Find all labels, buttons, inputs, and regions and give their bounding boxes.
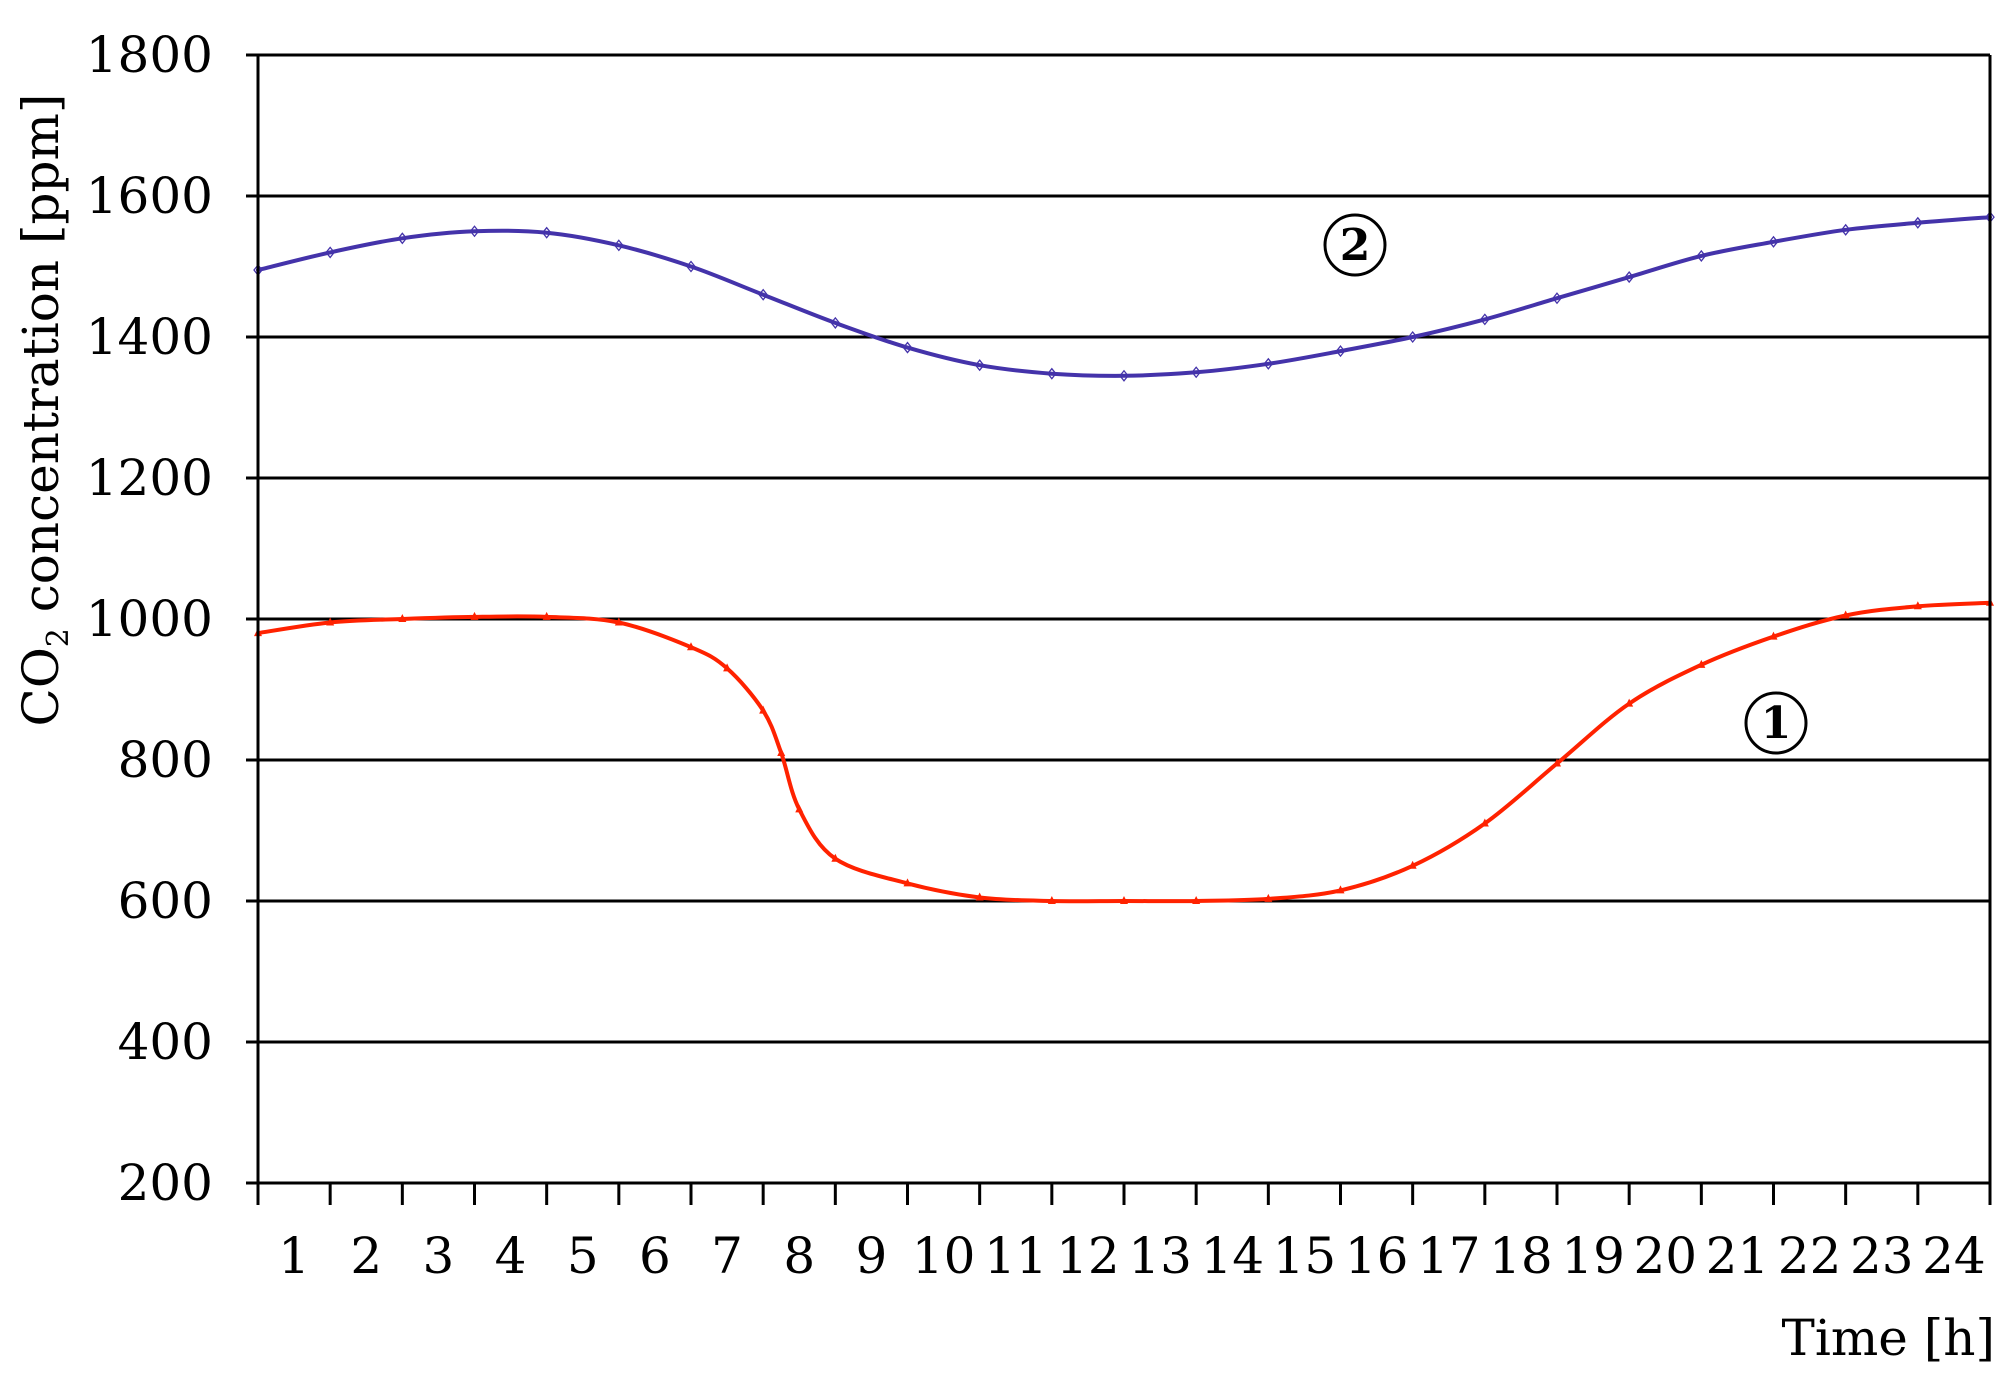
series-1-line — [256, 600, 1992, 904]
y-axis-title-subscript: 2 — [41, 628, 76, 647]
series-2 — [253, 211, 1995, 382]
series-1-marker: 1 — [1744, 691, 1808, 755]
x-tick-label: 3 — [423, 1227, 455, 1285]
series-1 — [254, 597, 1994, 904]
x-tick-label: 14 — [1200, 1227, 1264, 1285]
series-2-marker: 2 — [1323, 213, 1387, 277]
y-tick-label: 1800 — [86, 26, 213, 84]
y-tick-label: 400 — [118, 1013, 213, 1071]
x-tick-label: 11 — [984, 1227, 1048, 1285]
x-tick-label: 4 — [495, 1227, 527, 1285]
x-axis-title: Time [h] — [1782, 1309, 1995, 1367]
series-2-line — [256, 215, 1992, 378]
y-tick-label: 200 — [118, 1154, 213, 1212]
series-1-marker-label: 1 — [1761, 698, 1792, 749]
y-tick-label: 1000 — [86, 590, 213, 648]
x-tick-label: 5 — [567, 1227, 599, 1285]
y-tick-label: 1400 — [86, 308, 213, 366]
x-tick-label: 12 — [1056, 1227, 1120, 1285]
x-tick-label: 20 — [1633, 1227, 1697, 1285]
x-tick-label: 22 — [1778, 1227, 1842, 1285]
y-tick-label: 800 — [118, 731, 213, 789]
x-tick-label: 24 — [1922, 1227, 1986, 1285]
x-tick-label: 21 — [1706, 1227, 1770, 1285]
y-axis-title: CO2 concentration [ppm] — [12, 94, 76, 727]
y-axis-title-main: CO — [12, 647, 70, 726]
x-tick-label: 13 — [1128, 1227, 1192, 1285]
y-tick-label: 1200 — [86, 449, 213, 507]
x-tick-label: 2 — [350, 1227, 382, 1285]
series-2-marker-circle — [1323, 213, 1387, 277]
y-axis-title-rest: concentration [ppm] — [12, 94, 70, 629]
x-tick-label: 17 — [1417, 1227, 1481, 1285]
x-tick-label: 16 — [1345, 1227, 1409, 1285]
x-tick-label: 8 — [783, 1227, 815, 1285]
x-tick-label: 18 — [1489, 1227, 1553, 1285]
series-1-marker-circle — [1744, 691, 1808, 755]
series-layer — [253, 211, 1995, 904]
x-tick-label: 7 — [711, 1227, 743, 1285]
y-tick-label: 1600 — [86, 167, 213, 225]
x-tick-label: 6 — [639, 1227, 671, 1285]
x-tick-label: 1 — [278, 1227, 310, 1285]
axes — [256, 55, 1992, 1205]
x-tick-label: 9 — [856, 1227, 888, 1285]
series-2-marker-label: 2 — [1340, 220, 1371, 271]
x-tick-label: 10 — [912, 1227, 976, 1285]
x-tick-label: 19 — [1561, 1227, 1625, 1285]
grid-lines — [246, 53, 1990, 1185]
x-tick-label: 15 — [1273, 1227, 1337, 1285]
x-tick-label: 23 — [1850, 1227, 1914, 1285]
y-tick-label: 600 — [118, 872, 213, 930]
